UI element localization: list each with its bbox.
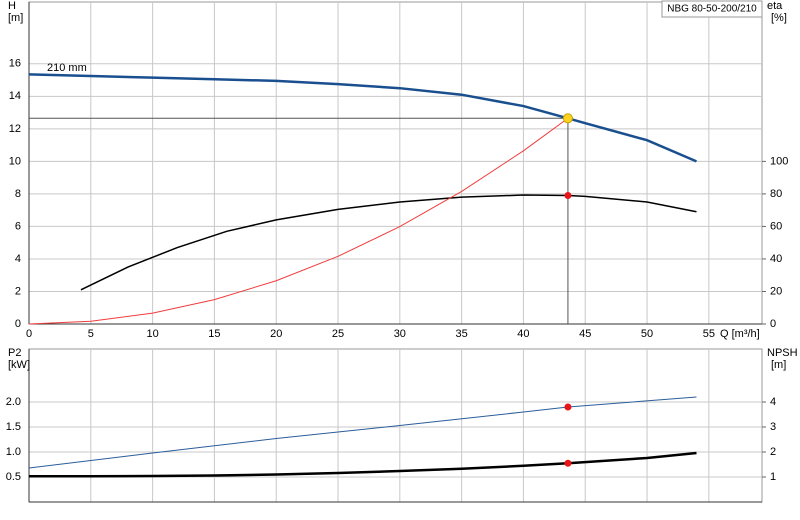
series-line	[28, 117, 569, 325]
y2-axis-label: [%]	[771, 12, 787, 24]
x-tick-label: 15	[208, 328, 220, 340]
x-tick-label: 50	[641, 328, 653, 340]
y2-tick-label: 2	[770, 446, 776, 458]
y2-axis-label: [m]	[771, 359, 786, 371]
y-tick-label: 1.5	[6, 421, 21, 433]
duty-point	[562, 113, 573, 124]
y2-tick-label: 60	[770, 220, 782, 232]
x-tick-label: 35	[456, 328, 468, 340]
annotation: 210 mm	[47, 62, 87, 74]
x-tick-label: 55	[703, 328, 715, 340]
x-tick-label: 45	[579, 328, 591, 340]
chart-title: NBG 80-50-200/210	[667, 4, 757, 15]
y2-tick-label: 80	[770, 188, 782, 200]
series-line	[28, 73, 697, 163]
series-line	[80, 194, 697, 291]
y-axis-label: [kW]	[8, 359, 30, 371]
npsh-point	[564, 459, 572, 467]
title-box	[661, 0, 763, 18]
y2-tick-label: 40	[770, 253, 782, 265]
y-tick-label: 8	[15, 188, 21, 200]
y-axis-label: [m]	[8, 12, 23, 24]
y-axis-label: H	[8, 0, 16, 12]
y-tick-label: 0	[15, 318, 21, 330]
y2-axis-label: eta	[767, 0, 783, 12]
y-tick-label: 1.0	[6, 446, 21, 458]
y2-tick-label: 1	[770, 471, 776, 483]
y2-tick-label: 100	[770, 155, 788, 167]
x-tick-label: 5	[88, 328, 94, 340]
series-line	[29, 451, 697, 478]
x-tick-label: 25	[332, 328, 344, 340]
x-tick-label: 40	[517, 328, 529, 340]
x-axis-label: Q [m³/h]	[720, 328, 760, 340]
y-axis-label: P2	[8, 347, 21, 359]
y-tick-label: 6	[15, 220, 21, 232]
y2-tick-label: 4	[770, 396, 776, 408]
y-tick-label: 2.0	[6, 396, 21, 408]
x-tick-label: 30	[394, 328, 406, 340]
y-tick-label: 12	[9, 123, 21, 135]
y2-tick-label: 0	[770, 318, 776, 330]
x-tick-label: 0	[26, 328, 32, 340]
x-tick-label: 20	[270, 328, 282, 340]
y2-tick-label: 20	[770, 285, 782, 297]
eta-point	[564, 192, 572, 200]
p2-point	[564, 403, 572, 411]
y-tick-label: 0.5	[6, 471, 21, 483]
y-tick-label: 4	[15, 253, 21, 265]
y2-tick-label: 3	[770, 421, 776, 433]
y-tick-label: 10	[9, 155, 21, 167]
y2-axis-label: NPSH	[767, 347, 798, 359]
y-tick-label: 16	[9, 58, 21, 70]
y-tick-label: 2	[15, 285, 21, 297]
y-tick-label: 14	[9, 90, 21, 102]
x-tick-label: 10	[146, 328, 158, 340]
